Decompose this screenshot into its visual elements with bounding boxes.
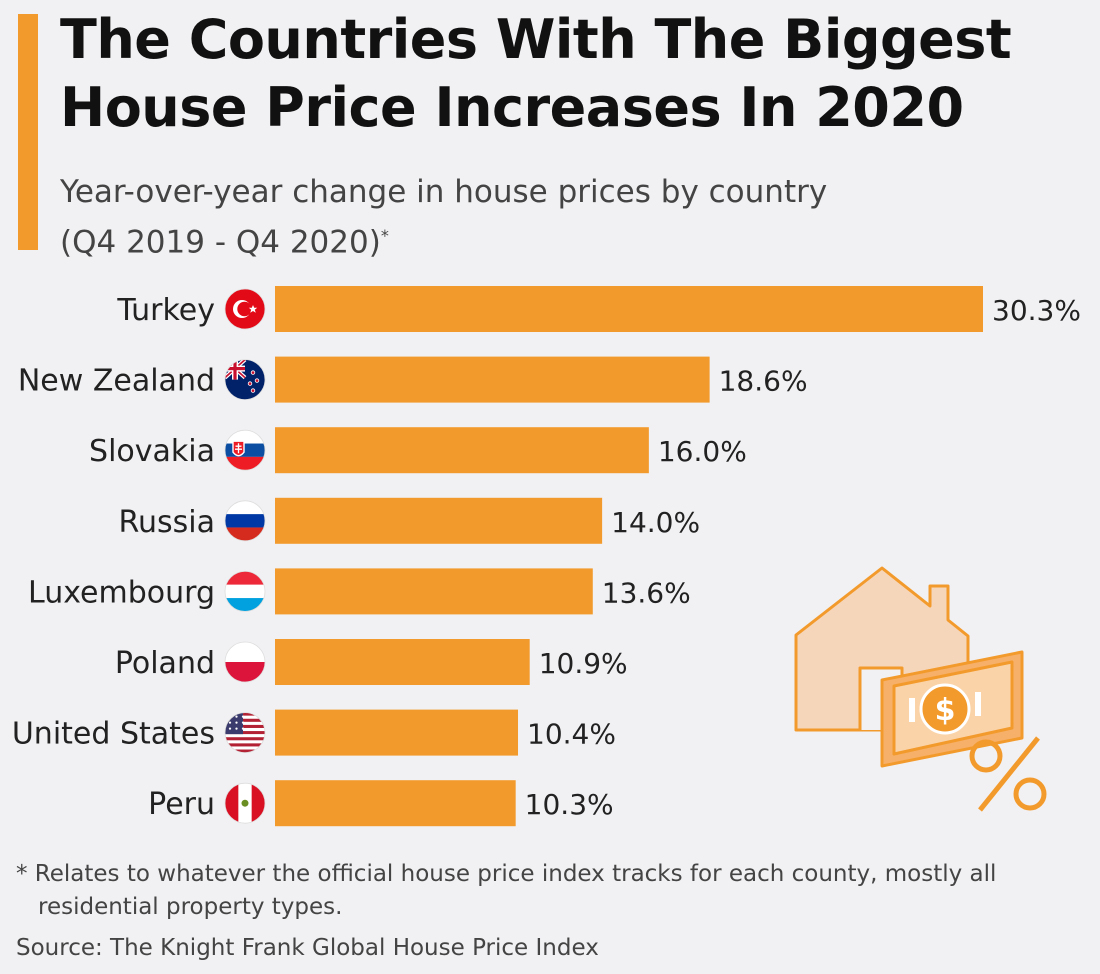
luxembourg-flag-icon	[224, 570, 266, 612]
bar	[275, 356, 710, 403]
category-label: Poland	[115, 646, 215, 681]
value-label: 10.4%	[527, 718, 616, 751]
value-label: 10.3%	[525, 788, 614, 821]
category-label: Luxembourg	[28, 575, 215, 610]
category-label: Russia	[119, 505, 216, 540]
chart-title: The Countries With The Biggest House Pri…	[60, 8, 1012, 139]
slovakia-flag-icon	[224, 429, 266, 471]
category-label: Slovakia	[89, 434, 215, 469]
subtitle-line-1: Year-over-year change in house prices by…	[60, 174, 828, 210]
bar-row: Russia 14.0%	[119, 497, 700, 544]
bar-row: Turkey 30.3%	[116, 286, 1081, 332]
bar-row: New Zealand 18.6%	[18, 356, 808, 403]
bar	[275, 286, 983, 332]
bar-row: Poland 10.9%	[115, 639, 628, 685]
bar	[275, 568, 593, 615]
bar-row: United States 10.4%	[12, 709, 616, 756]
bar	[275, 427, 649, 474]
bar	[275, 709, 519, 756]
peru-flag-icon	[224, 782, 266, 824]
russia-flag-icon	[224, 500, 266, 542]
title-accent-bar	[18, 14, 38, 250]
value-label: 10.9%	[539, 647, 628, 680]
svg-text:$: $	[935, 693, 956, 728]
bar	[275, 639, 530, 685]
poland-flag-icon	[224, 641, 266, 683]
value-label: 18.6%	[719, 365, 808, 398]
value-label: 16.0%	[658, 435, 747, 468]
source-note: Source: The Knight Frank Global House Pr…	[16, 935, 599, 961]
category-label: New Zealand	[18, 364, 215, 399]
bar-row: Slovakia 16.0%	[89, 427, 747, 474]
new-zealand-flag-icon	[224, 359, 266, 400]
category-label: Peru	[148, 787, 215, 822]
subtitle-line-2: (Q4 2019 - Q4 2020)	[60, 224, 381, 261]
bar-row: Peru 10.3%	[148, 780, 614, 827]
category-label: United States	[12, 717, 215, 752]
footnote: * Relates to whatever the official house…	[16, 861, 997, 920]
united-states-flag-icon	[224, 712, 266, 754]
bar-row: Luxembourg 13.6%	[28, 568, 691, 615]
bar-chart: Turkey 30.3% New Zealand 18.6% Slovakia 16.0%…	[12, 286, 1081, 827]
turkey-flag-icon	[224, 288, 266, 330]
value-label: 30.3%	[992, 294, 1081, 327]
subtitle-footnote-marker: *	[380, 226, 389, 245]
house-money-illustration: $	[794, 566, 1047, 812]
value-label: 13.6%	[602, 576, 691, 609]
bar	[275, 780, 516, 827]
value-label: 14.0%	[611, 506, 700, 539]
bar	[275, 497, 603, 544]
chart-subtitle: Year-over-year change in house prices by…	[60, 170, 1060, 264]
category-label: Turkey	[116, 293, 215, 328]
